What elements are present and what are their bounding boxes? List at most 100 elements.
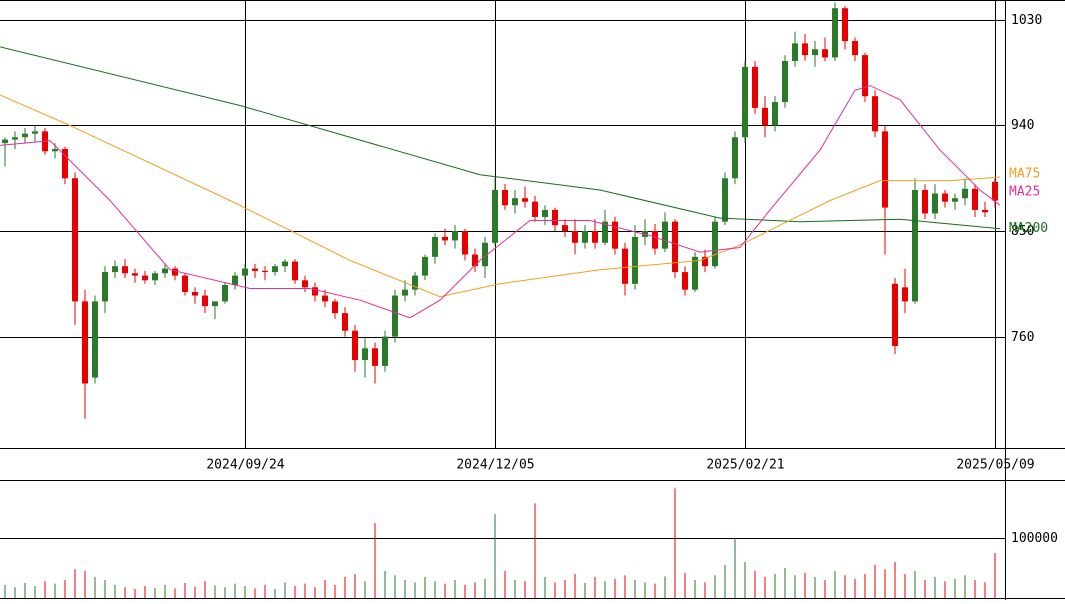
- candle-body: [132, 273, 138, 276]
- candle-body: [612, 221, 618, 249]
- candle-body: [272, 266, 278, 273]
- candle-body: [892, 283, 898, 346]
- candle-body: [362, 348, 368, 361]
- candle-body: [792, 43, 798, 61]
- candle-body: [512, 198, 518, 206]
- candle-body: [592, 231, 598, 243]
- volume-tick-label: 100000: [1011, 531, 1058, 546]
- candle-body: [722, 178, 728, 222]
- candle-body: [982, 209, 988, 213]
- x-tick-label: 2025/02/21: [706, 458, 784, 473]
- candle-body: [472, 254, 478, 267]
- candle-body: [832, 8, 838, 58]
- candle-body: [552, 209, 558, 226]
- candle-body: [582, 231, 588, 243]
- candle-body: [142, 275, 148, 281]
- legend-label: MA75: [1009, 167, 1040, 182]
- candle-body: [662, 221, 668, 249]
- candle-body: [912, 189, 918, 302]
- candle-body: [282, 261, 288, 267]
- x-tick-label: 2025/05/09: [956, 458, 1034, 473]
- y-tick-label: 1030: [1011, 13, 1042, 28]
- candle-body: [762, 107, 768, 126]
- candle-body: [992, 181, 998, 201]
- candle-body: [422, 256, 428, 276]
- candle-body: [692, 256, 698, 290]
- candle-body: [102, 272, 108, 302]
- candle-body: [872, 96, 878, 132]
- candle-body: [922, 189, 928, 214]
- candle-body: [252, 268, 258, 271]
- candle-body: [262, 270, 268, 273]
- candle-body: [352, 330, 358, 361]
- candle-body: [382, 336, 388, 366]
- candle-body: [342, 313, 348, 331]
- candle-body: [212, 301, 218, 307]
- candle-body: [752, 66, 758, 108]
- candle-body: [172, 268, 178, 276]
- candle-body: [232, 275, 238, 285]
- candle-body: [822, 49, 828, 58]
- candle-body: [882, 131, 888, 208]
- candle-body: [532, 201, 538, 217]
- candle-body: [2, 139, 8, 144]
- candle-body: [322, 295, 328, 302]
- moving-average-line: [0, 85, 1001, 319]
- candle-body: [942, 193, 948, 202]
- candle-body: [392, 295, 398, 337]
- candle-body: [502, 189, 508, 206]
- x-tick-label: 2024/12/05: [456, 458, 534, 473]
- candle-body: [302, 280, 308, 288]
- plot: [0, 2, 1001, 598]
- candle-body: [122, 266, 128, 274]
- candle-body: [652, 231, 658, 249]
- moving-average-line: [0, 94, 1001, 298]
- candle-body: [932, 193, 938, 214]
- candle-body: [542, 209, 548, 217]
- candle-body: [702, 256, 708, 267]
- candle-body: [682, 272, 688, 290]
- candle-body: [92, 301, 98, 378]
- y-tick-label: 940: [1011, 118, 1034, 133]
- y-tick-label: 850: [1011, 224, 1034, 239]
- candle-body: [412, 275, 418, 290]
- candle-body: [622, 248, 628, 284]
- labels: 1030 940 850 760 100000 2024/09/24 2024/12/05 2…: [206, 13, 1058, 546]
- candle-body: [182, 275, 188, 293]
- candle-body: [112, 266, 118, 273]
- candle-body: [442, 236, 448, 241]
- candle-body: [242, 268, 248, 276]
- candle-body: [812, 49, 818, 56]
- candle-body: [402, 289, 408, 296]
- candle-body: [312, 287, 318, 296]
- x-tick-label: 2024/09/24: [206, 458, 284, 473]
- candle-body: [72, 178, 78, 302]
- candle-body: [222, 284, 228, 302]
- candle-body: [192, 292, 198, 296]
- candle-body: [952, 198, 958, 202]
- candle-body: [482, 242, 488, 267]
- y-tick-label: 760: [1011, 330, 1034, 345]
- candle-body: [862, 55, 868, 97]
- legend-label: MA200: [1009, 221, 1048, 236]
- candle-body: [332, 301, 338, 314]
- candle-body: [52, 148, 58, 152]
- candle-body: [572, 231, 578, 243]
- candle-body: [432, 236, 438, 257]
- candle-body: [202, 295, 208, 307]
- candle-body: [162, 268, 168, 274]
- candle-body: [712, 221, 718, 267]
- candle-body: [562, 225, 568, 232]
- candle-body: [452, 231, 458, 241]
- candle-body: [82, 301, 88, 384]
- candle-body: [782, 60, 788, 103]
- candle-body: [372, 348, 378, 366]
- candle-body: [12, 137, 18, 140]
- candle-body: [32, 131, 38, 134]
- candle-body: [902, 287, 908, 302]
- candle-body: [22, 133, 28, 138]
- candle-body: [62, 148, 68, 179]
- candle-body: [732, 137, 738, 179]
